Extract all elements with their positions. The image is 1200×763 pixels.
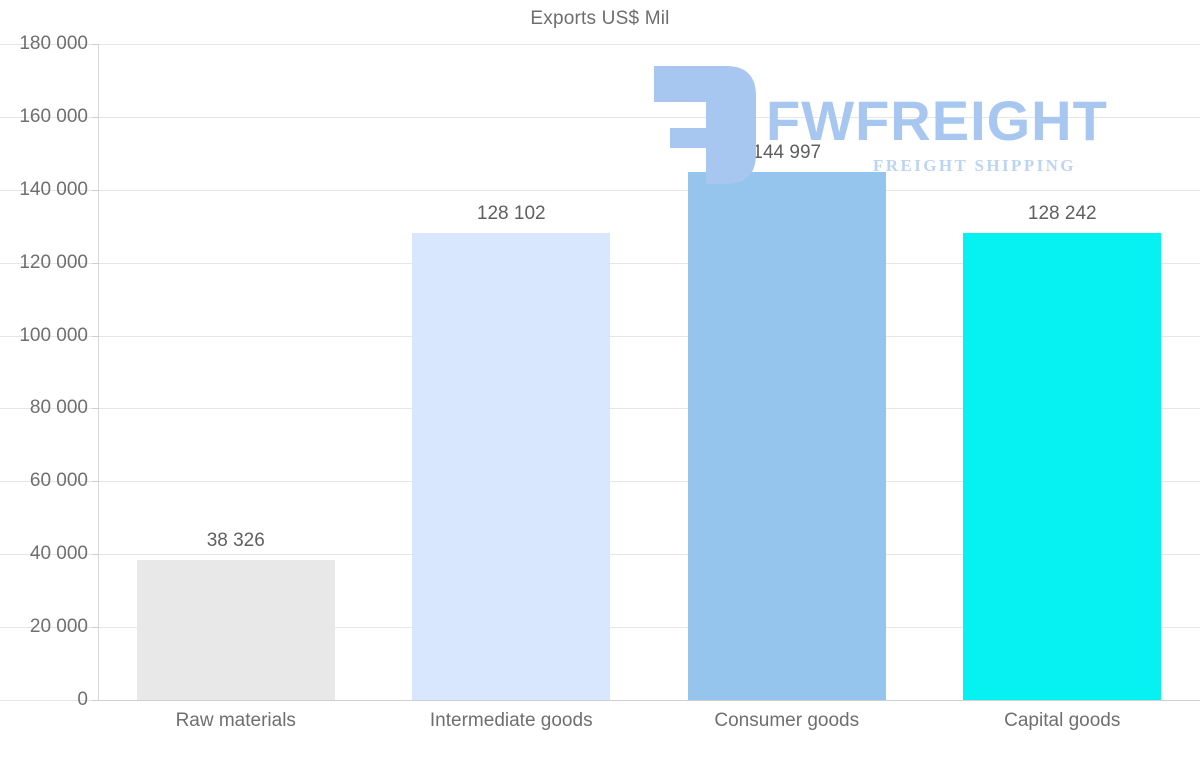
y-tick-mark bbox=[92, 627, 99, 629]
bar-value-label: 144 997 bbox=[752, 141, 822, 163]
bar[interactable] bbox=[963, 232, 1162, 700]
x-axis-tick-label: Capital goods bbox=[1004, 710, 1121, 731]
y-axis-tick-label: 120 000 bbox=[19, 251, 88, 273]
y-tick-mark bbox=[92, 700, 99, 701]
y-axis-tick-label: 80 000 bbox=[29, 397, 88, 419]
x-axis-tick-label: Consumer goods bbox=[714, 710, 860, 731]
bar[interactable] bbox=[687, 171, 886, 700]
y-axis-tick-label: 40 000 bbox=[29, 543, 88, 565]
chart-title: Exports US$ Mil bbox=[530, 8, 670, 29]
y-axis-tick-label: 100 000 bbox=[19, 324, 88, 346]
y-tick-mark bbox=[92, 44, 99, 45]
y-axis-tick-label: 0 bbox=[77, 689, 88, 710]
y-axis-tick-label: 60 000 bbox=[29, 470, 88, 492]
bar[interactable] bbox=[136, 560, 335, 700]
bar-value-label: 128 242 bbox=[1027, 202, 1097, 224]
y-tick-mark bbox=[92, 554, 99, 556]
bar-value-label: 128 102 bbox=[476, 203, 546, 225]
x-axis-tick-label: Intermediate goods bbox=[429, 710, 593, 731]
y-axis-line bbox=[98, 44, 99, 701]
y-axis-tick-label: 20 000 bbox=[29, 616, 88, 638]
y-tick-mark bbox=[92, 408, 99, 410]
y-tick-mark bbox=[92, 262, 99, 264]
y-axis-tick-label: 180 000 bbox=[19, 33, 88, 54]
x-axis-tick-label: Raw materials bbox=[175, 710, 296, 731]
y-tick-mark bbox=[92, 481, 99, 483]
x-axis-line bbox=[98, 700, 1200, 701]
bar-value-label: 38 326 bbox=[206, 530, 265, 552]
y-tick-mark bbox=[92, 189, 99, 191]
y-axis-tick-label: 140 000 bbox=[19, 178, 88, 200]
bar[interactable] bbox=[412, 233, 611, 700]
y-axis-tick-label: 160 000 bbox=[19, 105, 88, 127]
y-tick-mark bbox=[92, 116, 99, 118]
y-tick-mark bbox=[92, 335, 99, 337]
